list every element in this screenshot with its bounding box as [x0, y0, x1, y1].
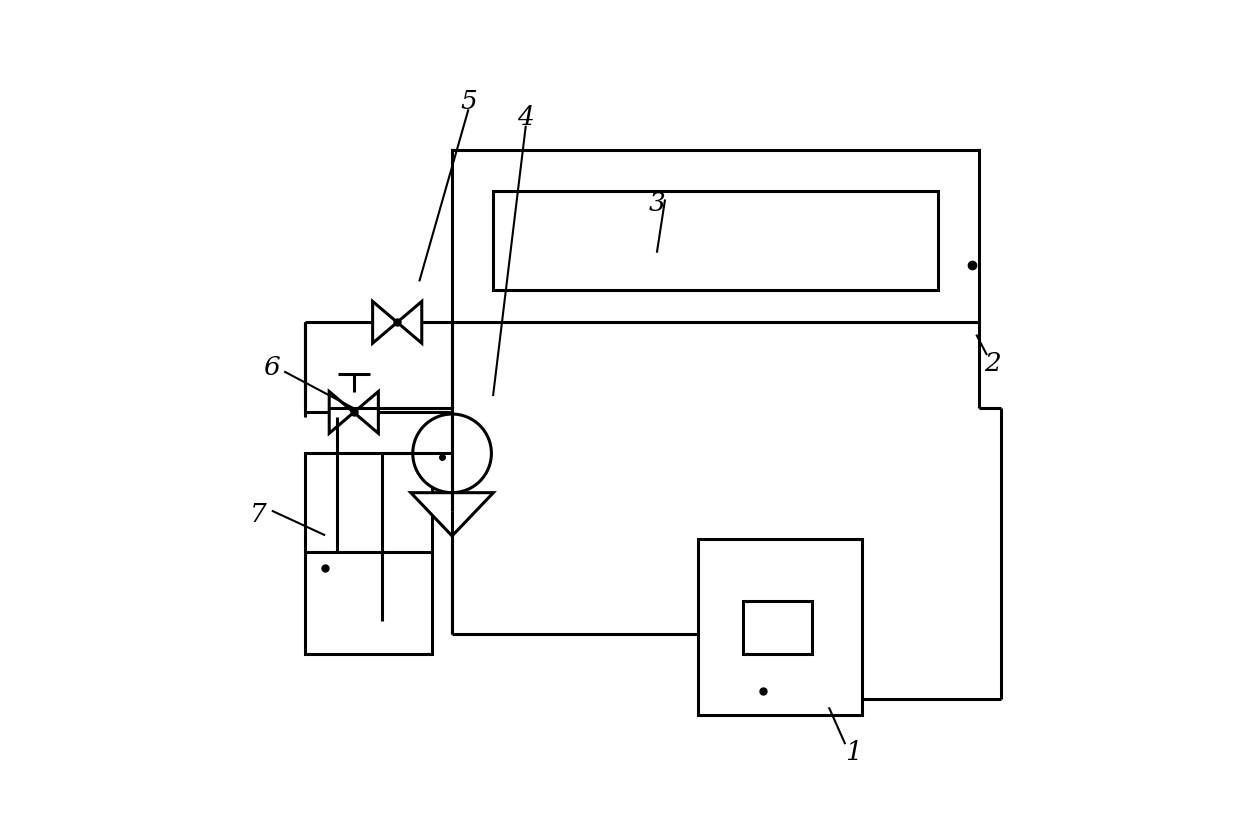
Bar — [698, 539, 862, 716]
Bar — [494, 192, 937, 290]
Circle shape — [413, 414, 491, 492]
Bar — [453, 150, 978, 322]
Text: 4: 4 — [517, 105, 534, 130]
Text: 3: 3 — [649, 191, 665, 216]
Text: 5: 5 — [460, 88, 477, 113]
Bar — [305, 453, 432, 654]
Polygon shape — [353, 392, 378, 433]
Text: 6: 6 — [264, 355, 280, 380]
Polygon shape — [410, 492, 494, 536]
Text: 1: 1 — [846, 740, 862, 765]
Text: 2: 2 — [985, 351, 1001, 376]
Bar — [743, 601, 812, 654]
Polygon shape — [397, 302, 422, 343]
Polygon shape — [329, 392, 353, 433]
Polygon shape — [373, 302, 397, 343]
Text: 7: 7 — [249, 502, 267, 527]
